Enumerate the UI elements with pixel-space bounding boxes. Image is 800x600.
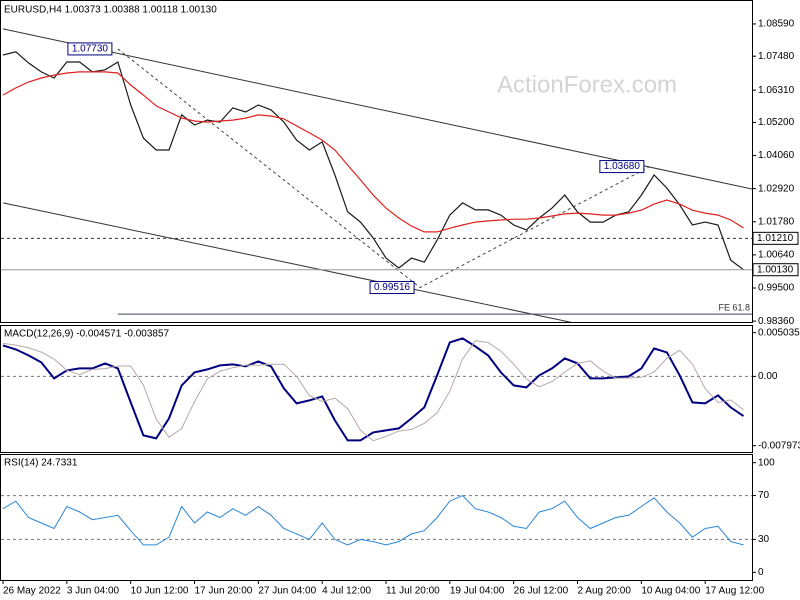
y-tick-label: 1.06310 — [758, 85, 795, 96]
series-line — [2, 71, 744, 233]
annotation-box — [369, 281, 415, 295]
y-tick-label: 30 — [758, 534, 770, 545]
rsi-panel — [0, 454, 753, 581]
price-level-label: 1.00130 — [757, 264, 794, 275]
annotation-box — [67, 42, 113, 56]
y-tick-label: 100 — [758, 457, 775, 468]
x-tick-label: 17 Aug 12:00 — [705, 586, 764, 597]
y-tick-label: 1.08590 — [758, 19, 795, 30]
y-tick-label: 70 — [758, 490, 770, 501]
y-tick-label: 0.00 — [758, 371, 778, 382]
macd-title: MACD(12,26,9) -0.004571 -0.003857 — [4, 329, 170, 340]
y-tick-label: 1.07480 — [758, 51, 795, 62]
panel-layer — [1, 495, 752, 546]
y-tick-label: 0.98360 — [758, 316, 795, 327]
y-tick-label: 1.01780 — [758, 216, 795, 227]
watermark: ActionForex.com — [497, 71, 677, 98]
x-tick-label: 26 May 2022 — [3, 586, 61, 597]
y-tick-label: 0 — [758, 567, 764, 578]
annotation-label: 0.99516 — [374, 282, 411, 293]
series-line — [2, 340, 744, 442]
y-tick-label: 0.99500 — [758, 283, 795, 294]
series-line — [2, 495, 744, 546]
x-tick-label: 19 Jul 04:00 — [450, 586, 505, 597]
x-tick-label: 17 Jun 20:00 — [195, 586, 253, 597]
y-tick-label: 1.00640 — [758, 250, 795, 261]
fibo-label: FE 61.8 — [718, 303, 750, 313]
y-tick-label: 1.02920 — [758, 183, 795, 194]
price-level-box — [752, 263, 799, 277]
x-tick-label: 10 Aug 04:00 — [641, 586, 700, 597]
series-line — [2, 337, 745, 442]
price-level-label: 1.01210 — [757, 233, 794, 244]
x-tick-label: 26 Jul 12:00 — [514, 586, 569, 597]
price-panel — [0, 0, 753, 323]
price-level-box — [752, 231, 799, 245]
y-tick-label: 1.05200 — [758, 117, 795, 128]
annotation-label: 1.07730 — [72, 44, 109, 55]
x-tick-label: 2 Aug 20:00 — [578, 586, 632, 597]
y-tick-label: 1.04060 — [758, 150, 795, 161]
panel-layer — [1, 337, 752, 442]
annotation-label: 1.03680 — [604, 161, 641, 172]
x-tick-label: 11 Jul 20:00 — [386, 586, 440, 597]
y-tick-label: -0.007973 — [758, 440, 800, 451]
x-tick-label: 4 Jul 12:00 — [322, 586, 371, 597]
y-tick-label: 0.005035 — [758, 327, 800, 338]
annotation-box — [599, 160, 645, 174]
macd-panel — [0, 325, 753, 453]
x-tick-label: 10 Jun 12:00 — [131, 586, 189, 597]
rsi-title: RSI(14) 24.7331 — [4, 458, 78, 469]
x-tick-label: 27 Jun 04:00 — [258, 586, 316, 597]
price-title: EURUSD,H4 1.00373 1.00388 1.00118 1.0013… — [4, 5, 217, 16]
x-tick-label: 3 Jun 04:00 — [67, 586, 120, 597]
